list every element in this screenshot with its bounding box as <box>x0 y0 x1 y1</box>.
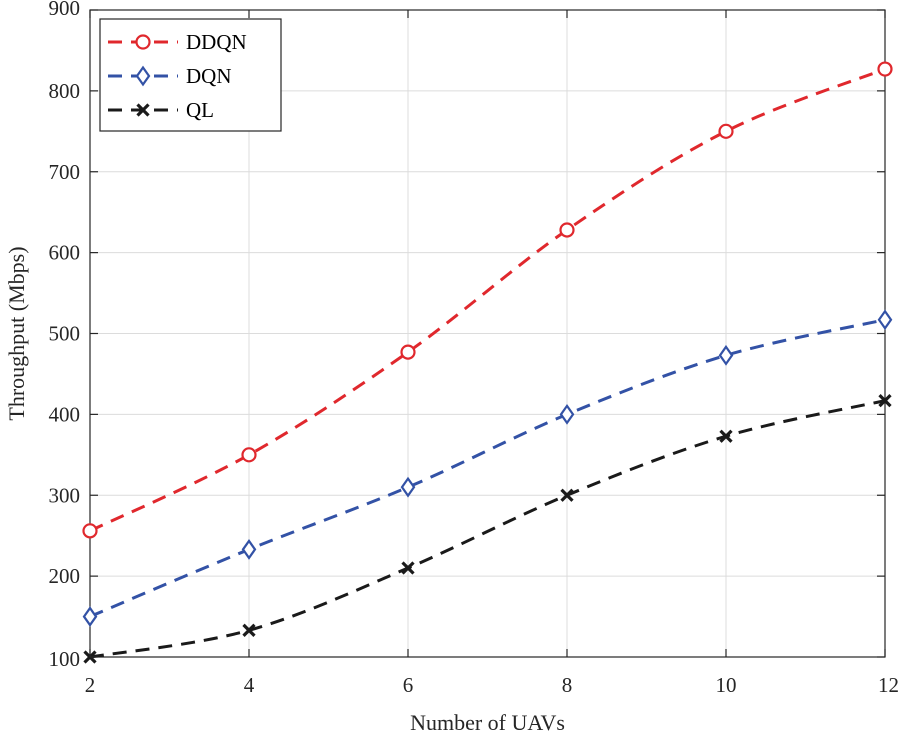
y-tick-label: 500 <box>49 322 81 346</box>
y-tick-label: 600 <box>49 241 81 265</box>
x-tick-label: 10 <box>716 673 737 697</box>
x-tick-label: 12 <box>878 673 899 697</box>
cross-stroke <box>401 561 415 575</box>
x-tick-label: 2 <box>85 673 96 697</box>
cross-stroke <box>136 103 150 117</box>
data-point-dqn <box>400 476 416 498</box>
legend-label-ql: QL <box>186 98 214 122</box>
data-point-ddqn <box>241 447 257 463</box>
cross-stroke <box>560 488 574 502</box>
series-layer <box>82 61 893 664</box>
data-point-dqn <box>877 309 893 331</box>
series-line-ddqn <box>89 67 886 533</box>
cross-stroke <box>719 429 733 443</box>
legend: DDQN DQN QL <box>99 18 282 132</box>
data-point-ql <box>878 393 892 408</box>
data-point-ddqn <box>400 344 416 360</box>
y-tick-label: 400 <box>49 402 81 426</box>
data-point-ql <box>242 623 256 637</box>
series-ql <box>83 393 892 664</box>
cross-stroke <box>878 393 892 408</box>
data-point-ddqn <box>82 523 98 539</box>
data-point-ql <box>719 429 733 443</box>
series-line-ql <box>89 399 886 659</box>
legend-marker-dqn <box>135 65 151 87</box>
y-tick-label: 800 <box>49 79 81 103</box>
data-point-dqn <box>241 539 257 560</box>
data-point-ddqn <box>559 222 575 238</box>
series-dqn <box>82 309 893 627</box>
legend-label-ddqn: DDQN <box>186 30 247 54</box>
legend-marker-ddqn <box>135 34 151 50</box>
legend-entry-ql: QL <box>108 98 214 122</box>
y-tick-label: 100 <box>49 647 81 671</box>
y-tick-label: 200 <box>49 564 81 588</box>
y-tick-label: 300 <box>49 483 81 507</box>
data-point-dqn <box>82 606 98 627</box>
y-tick-label: 900 <box>49 0 81 20</box>
data-point-ql <box>560 488 574 502</box>
x-tick-label: 8 <box>562 673 573 697</box>
series-ddqn <box>82 61 893 539</box>
data-point-ddqn <box>718 123 734 139</box>
legend-marker-ql <box>136 103 150 117</box>
series-line-dqn <box>89 318 886 618</box>
x-tick-label: 4 <box>244 673 255 697</box>
legend-label-dqn: DQN <box>186 64 232 88</box>
legend-entry-ddqn: DDQN <box>108 30 247 54</box>
cross-stroke <box>242 623 256 637</box>
legend-entry-dqn: DQN <box>108 64 232 88</box>
x-tick-label: 6 <box>403 673 414 697</box>
y-axis-label: Throughput (Mbps) <box>4 246 29 420</box>
ticks-layer: 2 4 6 8 10 12 100 200 300 400 500 600 700 800 900 <box>49 0 900 697</box>
data-point-dqn <box>718 344 734 366</box>
y-tick-label: 700 <box>49 160 81 184</box>
data-point-ddqn <box>877 61 893 77</box>
data-point-dqn <box>559 403 575 425</box>
x-axis-label: Number of UAVs <box>410 710 565 732</box>
legend-box <box>99 18 282 132</box>
data-point-ql <box>401 561 415 575</box>
